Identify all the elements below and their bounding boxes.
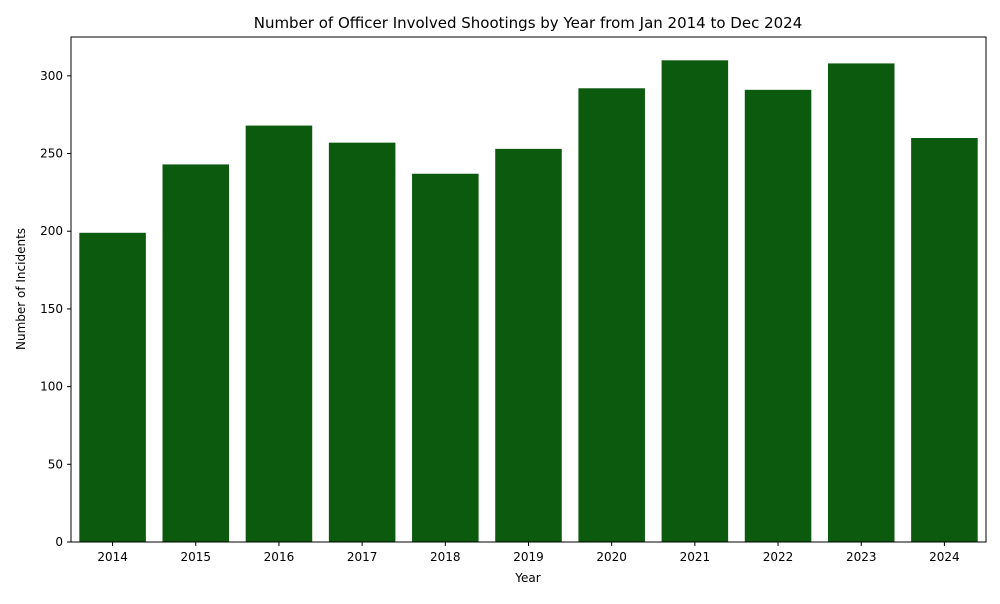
- y-axis-label: Number of Incidents: [14, 228, 28, 350]
- x-tick-label: 2020: [596, 550, 627, 564]
- y-tick-label: 100: [40, 380, 63, 394]
- x-tick-label: 2024: [929, 550, 960, 564]
- x-axis-ticks: 2014 2015 2016 2017 2018 2019 2020 2021 2022 2023…: [97, 542, 960, 564]
- bar-2023: [827, 63, 895, 543]
- x-tick-label: 2019: [513, 550, 544, 564]
- y-tick-label: 50: [48, 457, 63, 471]
- bar-2014: [79, 232, 146, 543]
- plot-frame: [70, 36, 987, 543]
- bar-2017: [328, 142, 396, 542]
- x-tick-label: 2018: [430, 550, 461, 564]
- bar-2018: [412, 173, 479, 542]
- x-tick-label: 2015: [180, 550, 211, 564]
- y-tick-label: 300: [40, 69, 63, 83]
- x-tick-label: 2022: [763, 550, 794, 564]
- y-tick-label: 250: [40, 147, 63, 161]
- bar-2020: [578, 88, 645, 543]
- bar-2019: [495, 148, 562, 542]
- y-tick-label: 200: [40, 224, 63, 238]
- x-tick-label: 2016: [264, 550, 295, 564]
- bar-2024: [911, 138, 978, 542]
- x-tick-label: 2023: [846, 550, 877, 564]
- y-axis-ticks: 0 50 100 150 200 250 300: [40, 69, 71, 549]
- y-tick-label: 0: [55, 535, 63, 549]
- bar-2021: [661, 60, 729, 543]
- chart-title: Number of Officer Involved Shootings by …: [254, 14, 803, 32]
- x-tick-label: 2021: [680, 550, 711, 564]
- bar-2022: [744, 89, 812, 542]
- bar-2015: [162, 164, 230, 542]
- x-tick-label: 2014: [97, 550, 128, 564]
- x-axis-label: Year: [514, 571, 540, 585]
- bars-group: [79, 60, 978, 543]
- x-tick-label: 2017: [347, 550, 378, 564]
- y-tick-label: 150: [40, 302, 63, 316]
- bar-2016: [245, 125, 313, 543]
